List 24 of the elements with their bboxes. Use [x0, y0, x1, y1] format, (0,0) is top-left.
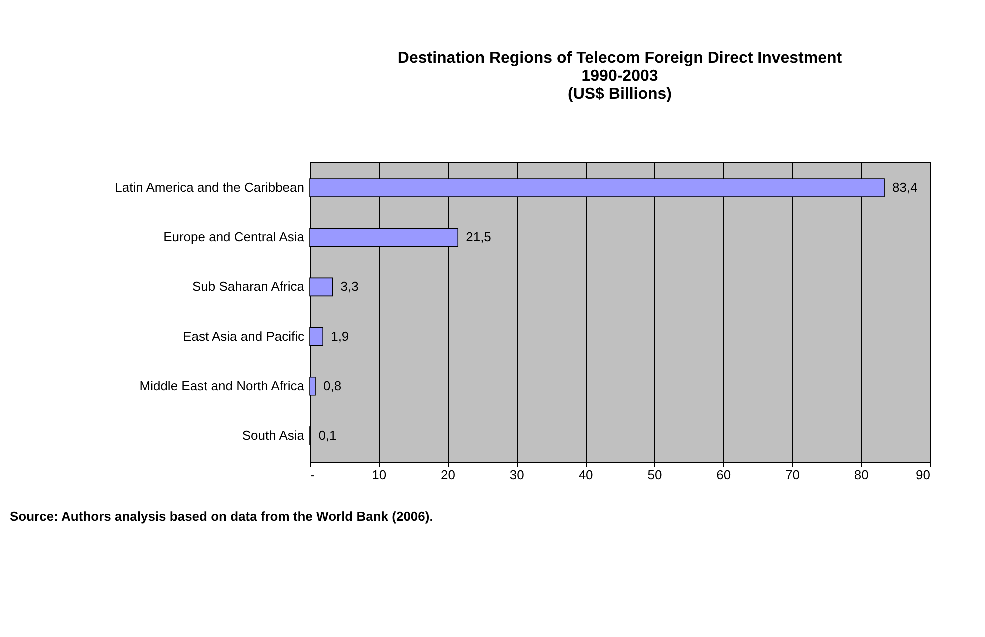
y-tick-label: Latin America and the Caribbean — [115, 180, 304, 196]
x-tick-label: - — [310, 468, 315, 482]
y-tick-label: Europe and Central Asia — [164, 230, 306, 245]
data-label: 83,4 — [892, 180, 918, 196]
x-tick-label: 80 — [854, 468, 869, 482]
x-tick-label: 30 — [510, 468, 524, 482]
y-tick-label: Sub Saharan Africa — [192, 279, 306, 294]
x-tick-label: 10 — [372, 468, 387, 482]
source-note: Source: Authors analysis based on data from the World Bank (2006). — [10, 509, 434, 524]
y-tick-label: South Asia — [242, 428, 306, 443]
x-tick-label: 60 — [716, 468, 732, 482]
data-label: 21,5 — [466, 230, 492, 245]
data-label: 0,8 — [324, 378, 342, 394]
data-label: 0,1 — [318, 428, 337, 443]
x-tick-label: 40 — [578, 468, 594, 482]
y-tick-label: East Asia and Pacific — [183, 328, 305, 344]
data-label: 1,9 — [331, 328, 350, 344]
x-tick-label: 20 — [441, 468, 456, 482]
x-tick-label: 50 — [648, 468, 662, 482]
x-tick-label: 70 — [785, 468, 800, 482]
chart-title: Destination Regions of Telecom Foreign Direct Investment 1990-2003 (US$ Billions) — [398, 50, 843, 103]
y-tick-label: Middle East and North Africa — [140, 378, 306, 394]
x-tick-label: 90 — [916, 468, 930, 482]
data-label: 3,3 — [340, 279, 359, 294]
